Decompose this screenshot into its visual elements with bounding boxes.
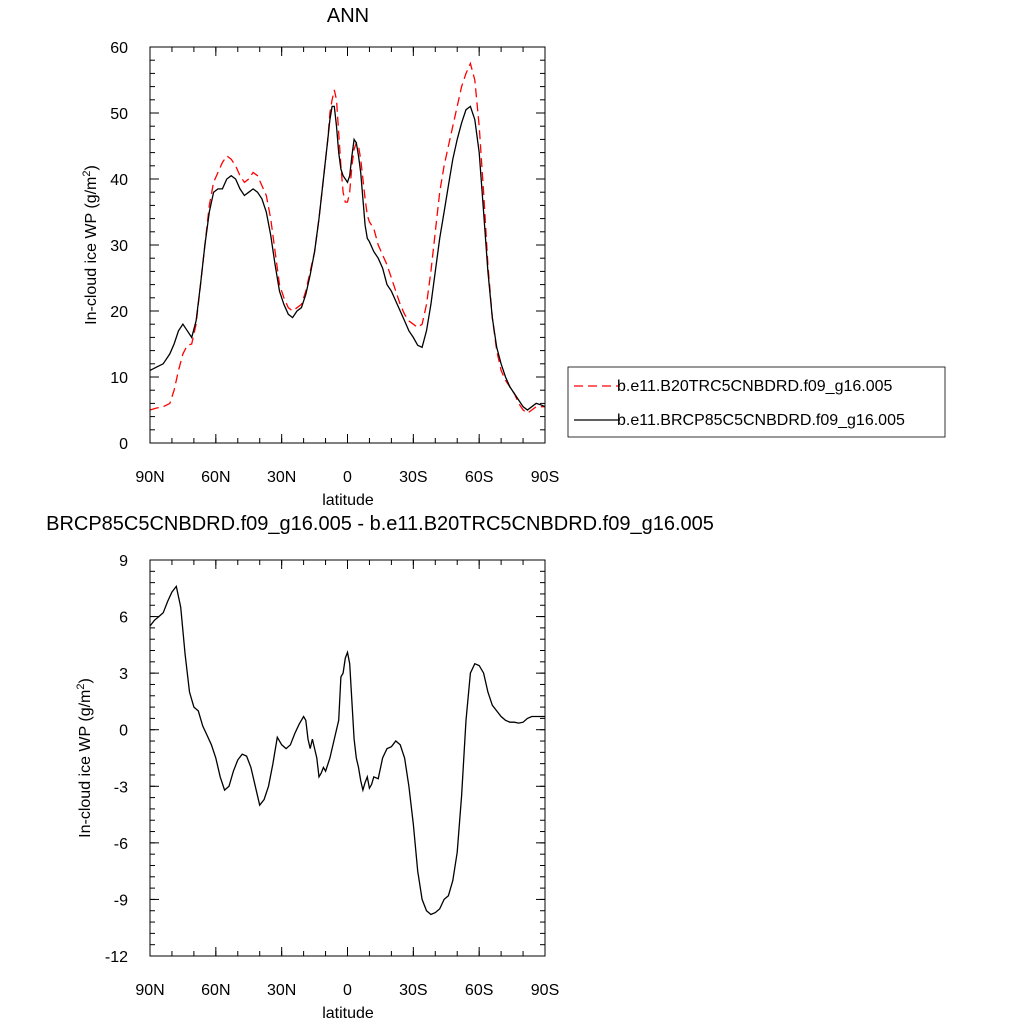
bottom-chart-title: BRCP85C5CNBDRD.f09_g16.005 - b.e11.B20TR… <box>46 513 714 535</box>
bottom-minor-ticks <box>149 559 546 957</box>
bottom-x-axis: 90N 60N 30N 0 30S 60S 90S <box>135 560 559 999</box>
top-y-axis: 0 10 20 30 40 50 60 <box>110 40 545 453</box>
top-y-axis-label: In-cloud ice WP (g/m2) <box>81 165 100 325</box>
x-tick-label: 60S <box>465 982 493 999</box>
top-x-axis: 90N 60N 30N 0 30S 60S 90S <box>135 47 559 486</box>
x-tick-label: 30N <box>267 982 296 999</box>
bottom-y-axis-label: In-cloud ice WP (g/m2) <box>75 678 94 838</box>
top-series-b20trc-line <box>149 61 545 415</box>
bottom-difference-line <box>149 584 545 916</box>
x-tick-label: 90N <box>135 469 164 486</box>
x-tick-label: 60N <box>201 469 230 486</box>
y-tick-label: -3 <box>114 779 128 796</box>
y-tick-label: 9 <box>119 553 128 570</box>
y-tick-label: 0 <box>119 723 128 740</box>
legend-box <box>567 366 946 438</box>
bottom-panel: BRCP85C5CNBDRD.f09_g16.005 - b.e11.B20TR… <box>46 513 714 1022</box>
top-plot-frame <box>149 46 546 444</box>
y-tick-label: 3 <box>119 666 128 683</box>
y-tick-label: 40 <box>110 172 128 189</box>
legend-label-brcp85: b.e11.BRCP85C5CNBDRD.f09_g16.005 <box>617 412 905 429</box>
y-tick-label: 10 <box>110 370 128 387</box>
x-tick-label: 30S <box>399 982 427 999</box>
x-tick-label: 90S <box>531 469 559 486</box>
y-tick-label: 50 <box>110 106 128 123</box>
y-tick-label: 20 <box>110 304 128 321</box>
x-tick-label: 60N <box>201 982 230 999</box>
top-series-brcp85-line <box>149 105 546 411</box>
y-tick-label: 30 <box>110 238 128 255</box>
legend: b.e11.B20TRC5CNBDRD.f09_g16.005 b.e11.BR… <box>567 366 946 438</box>
y-tick-label: -12 <box>105 949 128 966</box>
y-tick-label: 6 <box>119 610 128 627</box>
x-tick-label: 90N <box>135 982 164 999</box>
y-tick-label: -6 <box>114 836 128 853</box>
x-tick-label: 30S <box>399 469 427 486</box>
y-tick-label: 60 <box>110 40 128 57</box>
x-tick-label: 60S <box>465 469 493 486</box>
top-x-axis-label: latitude <box>322 492 374 509</box>
x-tick-label: 0 <box>343 982 352 999</box>
y-tick-label: -9 <box>114 892 128 909</box>
x-tick-label: 0 <box>343 469 352 486</box>
y-tick-label: 0 <box>119 436 128 453</box>
x-tick-label: 30N <box>267 469 296 486</box>
bottom-y-axis: -12 -9 -6 -3 0 3 6 9 <box>105 553 545 966</box>
top-chart-title: ANN <box>327 5 369 27</box>
top-panel: ANN 90N 60N 30N 0 30S 60S 90S 0 10 20 30 40 50 60 la… <box>81 5 946 509</box>
bottom-x-axis-label: latitude <box>322 1005 374 1022</box>
legend-label-b20trc: b.e11.B20TRC5CNBDRD.f09_g16.005 <box>617 378 893 395</box>
x-tick-label: 90S <box>531 982 559 999</box>
bottom-plot-frame <box>149 559 546 957</box>
